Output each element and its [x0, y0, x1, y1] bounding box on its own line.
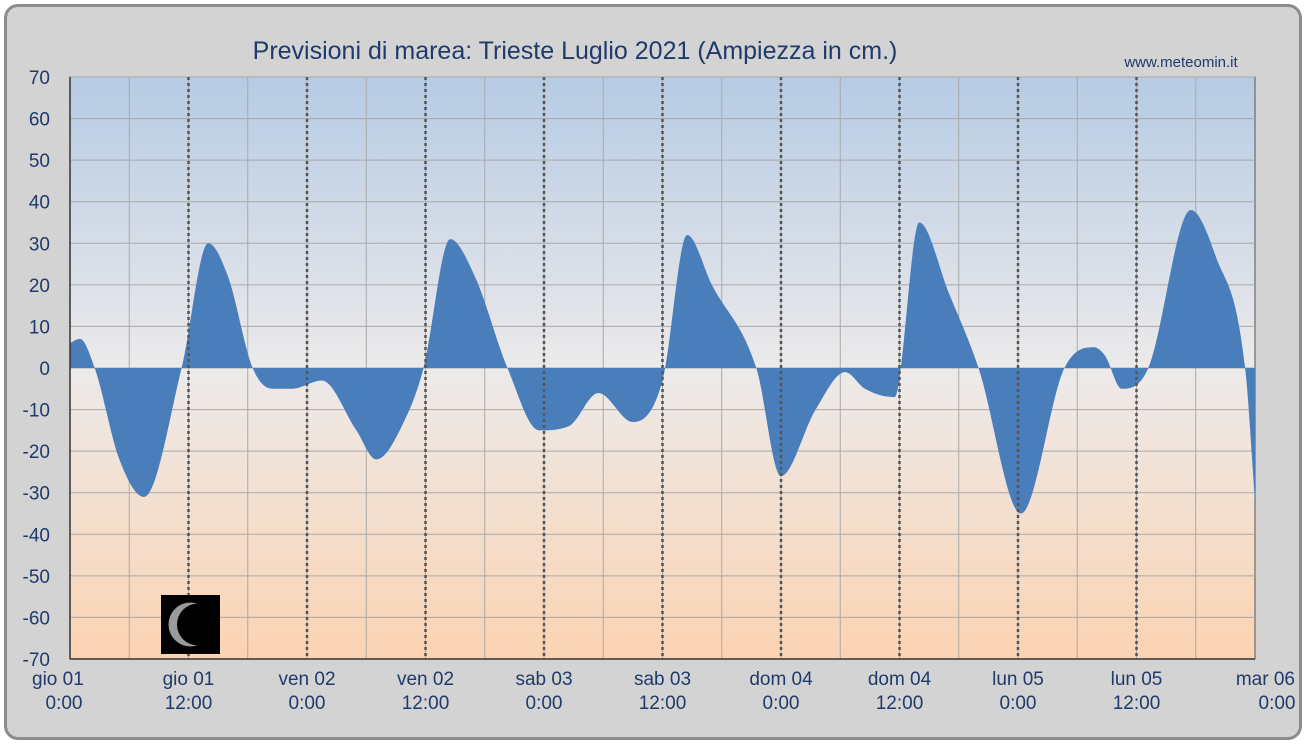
y-tick-labels: 70 60 50 40 30 20 10 0 -10 -20 -30 -40 -50 -60 -70: [23, 68, 50, 671]
x-tick-day-label: gio 01: [32, 669, 84, 690]
waning-crescent-moon-icon: [161, 595, 220, 654]
y-tick-label: -70: [23, 650, 50, 671]
y-tick-label: -30: [23, 484, 50, 505]
x-tick-day-label: lun 05: [1111, 669, 1163, 690]
y-tick-label: 40: [29, 193, 50, 214]
x-tick-time-label: 0:00: [763, 693, 800, 714]
x-tick-time-label: 0:00: [1000, 693, 1037, 714]
x-tick-time-label: 12:00: [1113, 693, 1161, 714]
x-tick-day-label: mar 06: [1236, 669, 1295, 690]
y-tick-label: 50: [29, 151, 50, 172]
y-tick-label: 60: [29, 110, 50, 131]
x-tick-day-label: sab 03: [634, 669, 691, 690]
tide-area-series: [70, 210, 1255, 514]
y-tick-label: -50: [23, 567, 50, 588]
x-tick-day-label: ven 02: [397, 669, 454, 690]
x-tick-time-label: 12:00: [876, 693, 924, 714]
x-tick-time-label: 12:00: [402, 693, 450, 714]
x-tick-day-label: dom 04: [749, 669, 813, 690]
x-tick-day-label: ven 02: [278, 669, 335, 690]
y-tick-label: -40: [23, 525, 50, 546]
x-tick-labels: gio 01 0:00 gio 01 12:00 ven 02 0:00 ven 02 12:…: [32, 669, 1295, 714]
x-tick-time-label: 0:00: [46, 693, 83, 714]
chart-title: Previsioni di marea: Trieste Luglio 2021…: [253, 37, 898, 65]
x-tick-time-label: 0:00: [289, 693, 326, 714]
y-tick-label: -20: [23, 442, 50, 463]
y-tick-label: 10: [29, 317, 50, 338]
x-tick-day-label: sab 03: [515, 669, 572, 690]
y-tick-label: 70: [29, 68, 50, 89]
day-separator-lines: [187, 77, 1138, 659]
x-tick-day-label: lun 05: [992, 669, 1044, 690]
x-tick-day-label: gio 01: [163, 669, 215, 690]
y-tick-label: -10: [23, 401, 50, 422]
x-tick-day-label: dom 04: [868, 669, 932, 690]
x-tick-time-label: 0:00: [526, 693, 563, 714]
x-tick-time-label: 12:00: [639, 693, 687, 714]
source-label: www.meteomin.it: [1123, 54, 1238, 71]
y-tick-label: -60: [23, 608, 50, 629]
x-tick-time-label: 0:00: [1259, 693, 1296, 714]
y-tick-label: 20: [29, 276, 50, 297]
x-tick-time-label: 12:00: [165, 693, 213, 714]
y-tick-label: 30: [29, 234, 50, 255]
y-tick-label: 0: [39, 359, 50, 380]
